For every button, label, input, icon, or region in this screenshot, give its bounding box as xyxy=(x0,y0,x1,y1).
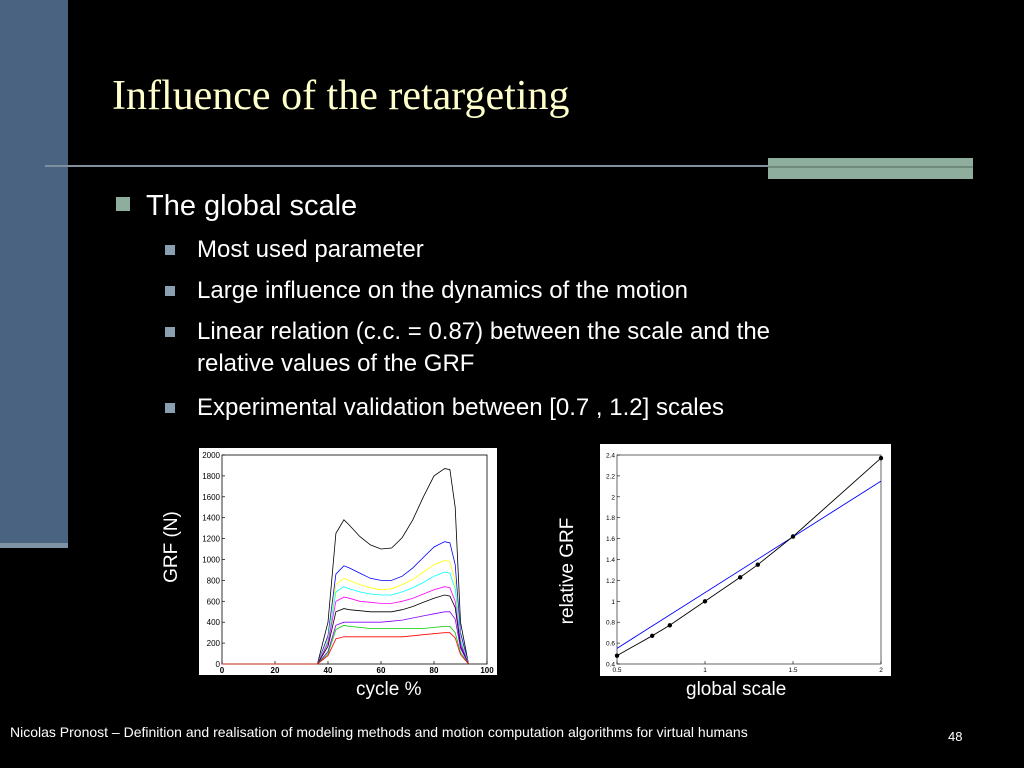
y-tick-label: 1000 xyxy=(202,556,220,565)
sub-bullet: Linear relation (c.c. = 0.87) between th… xyxy=(165,316,770,380)
x-tick-label: 1 xyxy=(703,667,707,674)
data-point xyxy=(738,575,743,580)
page-number: 48 xyxy=(948,729,963,744)
y-tick-label: 0 xyxy=(216,660,221,669)
grf-chart-svg: 0 200 400 600 800 1000 1200 1400 1600 1800 2000 0 20… xyxy=(202,451,494,675)
sub-bullet-text: Most used parameter xyxy=(197,236,424,263)
y-tick-label: 1.4 xyxy=(606,557,615,564)
sub-bullet-text-continued: relative values of the GRF xyxy=(197,350,475,377)
grf-series-line-2 xyxy=(222,541,469,665)
grf-series-line-7 xyxy=(222,611,469,665)
grf-series-line-5 xyxy=(222,586,469,665)
grf-series-line-4 xyxy=(222,571,469,665)
grf-series-line-1 xyxy=(222,468,469,665)
scale-chart-ylabel: relative GRF xyxy=(557,517,578,625)
scale-chart-panel: 0.4 0.6 0.8 1 1.2 1.4 1.6 1.8 2 2.2 2.4 0.5 1 1.5 2 xyxy=(600,444,891,676)
data-point xyxy=(755,562,760,567)
sub-bullet: Most used parameter xyxy=(165,234,424,266)
x-tick-label: 0.5 xyxy=(612,667,621,674)
y-tick-label: 600 xyxy=(207,597,221,606)
bullet-square-icon xyxy=(116,197,130,211)
grf-chart-ylabel: GRF (N) xyxy=(161,511,182,583)
sub-bullet-text: Linear relation (c.c. = 0.87) between th… xyxy=(197,318,771,345)
title-divider-block-line xyxy=(768,166,973,168)
y-tick-label: 1200 xyxy=(202,535,220,544)
y-tick-label: 0.8 xyxy=(606,620,615,627)
sub-bullet: Large influence on the dynamics of the m… xyxy=(165,275,688,307)
y-tick-label: 2.4 xyxy=(606,453,615,460)
grf-series-line-3 xyxy=(222,560,469,665)
y-tick-label: 2 xyxy=(611,494,615,501)
y-tick-label: 1600 xyxy=(202,493,220,502)
slide-footer: Nicolas Pronost – Definition and realisa… xyxy=(10,724,748,740)
y-tick-label: 1 xyxy=(611,599,615,606)
grf-chart-panel: 0 200 400 600 800 1000 1200 1400 1600 1800 2000 0 20… xyxy=(199,448,497,675)
x-tick-label: 100 xyxy=(480,666,494,675)
x-tick-label: 0 xyxy=(220,666,225,675)
plot-frame xyxy=(616,454,882,665)
y-tick-label: 2.2 xyxy=(606,473,615,480)
y-tick-label: 400 xyxy=(207,618,221,627)
bullet-square-icon xyxy=(165,245,175,255)
data-point xyxy=(614,653,620,658)
x-tick-label: 40 xyxy=(324,666,333,675)
regression-line xyxy=(616,480,882,649)
x-tick-label: 1.5 xyxy=(788,667,797,674)
sub-bullet-text: Large influence on the dynamics of the m… xyxy=(197,277,688,304)
data-point xyxy=(878,455,884,461)
sub-bullet-text: Experimental validation between [0.7 , 1… xyxy=(197,394,724,421)
bullet-square-icon xyxy=(165,286,175,296)
scale-chart-xlabel: global scale xyxy=(686,679,787,700)
grf-chart-xlabel: cycle % xyxy=(356,679,422,700)
y-tick-label: 800 xyxy=(207,576,221,585)
y-tick-label: 200 xyxy=(207,639,221,648)
bullet-square-icon xyxy=(165,327,175,337)
left-accent-bar xyxy=(0,0,68,548)
y-tick-label: 1.8 xyxy=(606,515,615,522)
y-tick-label: 0.4 xyxy=(606,662,615,669)
title-divider-line xyxy=(45,165,770,167)
data-point xyxy=(702,599,708,604)
scale-chart-svg: 0.4 0.6 0.8 1 1.2 1.4 1.6 1.8 2 2.2 2.4 0.5 1 1.5 2 xyxy=(606,453,884,674)
x-tick-label: 80 xyxy=(430,666,439,675)
y-tick-label: 1400 xyxy=(202,514,220,523)
data-connecting-line xyxy=(616,457,882,656)
grf-series-line-9 xyxy=(222,632,469,665)
y-tick-label: 0.6 xyxy=(606,641,615,648)
main-bullet: The global scale xyxy=(116,190,357,223)
x-tick-label: 60 xyxy=(377,666,386,675)
grf-series-line-6 xyxy=(222,594,469,665)
sub-bullet: Experimental validation between [0.7 , 1… xyxy=(165,392,724,424)
y-tick-label: 2000 xyxy=(202,451,220,460)
data-point xyxy=(790,534,796,539)
y-tick-label: 1.2 xyxy=(606,578,615,585)
x-tick-label: 20 xyxy=(271,666,280,675)
main-bullet-text: The global scale xyxy=(146,190,358,222)
left-accent-bar-edge xyxy=(0,543,68,548)
x-tick-label: 2 xyxy=(879,667,883,674)
y-tick-label: 1800 xyxy=(202,472,220,481)
bullet-square-icon xyxy=(165,403,175,413)
grf-series-line-8 xyxy=(222,624,469,665)
data-point xyxy=(650,633,655,638)
title-divider-block xyxy=(768,158,973,179)
slide-title: Influence of the retargeting xyxy=(112,73,570,119)
y-tick-label: 1.6 xyxy=(606,536,615,543)
data-point xyxy=(667,623,672,628)
